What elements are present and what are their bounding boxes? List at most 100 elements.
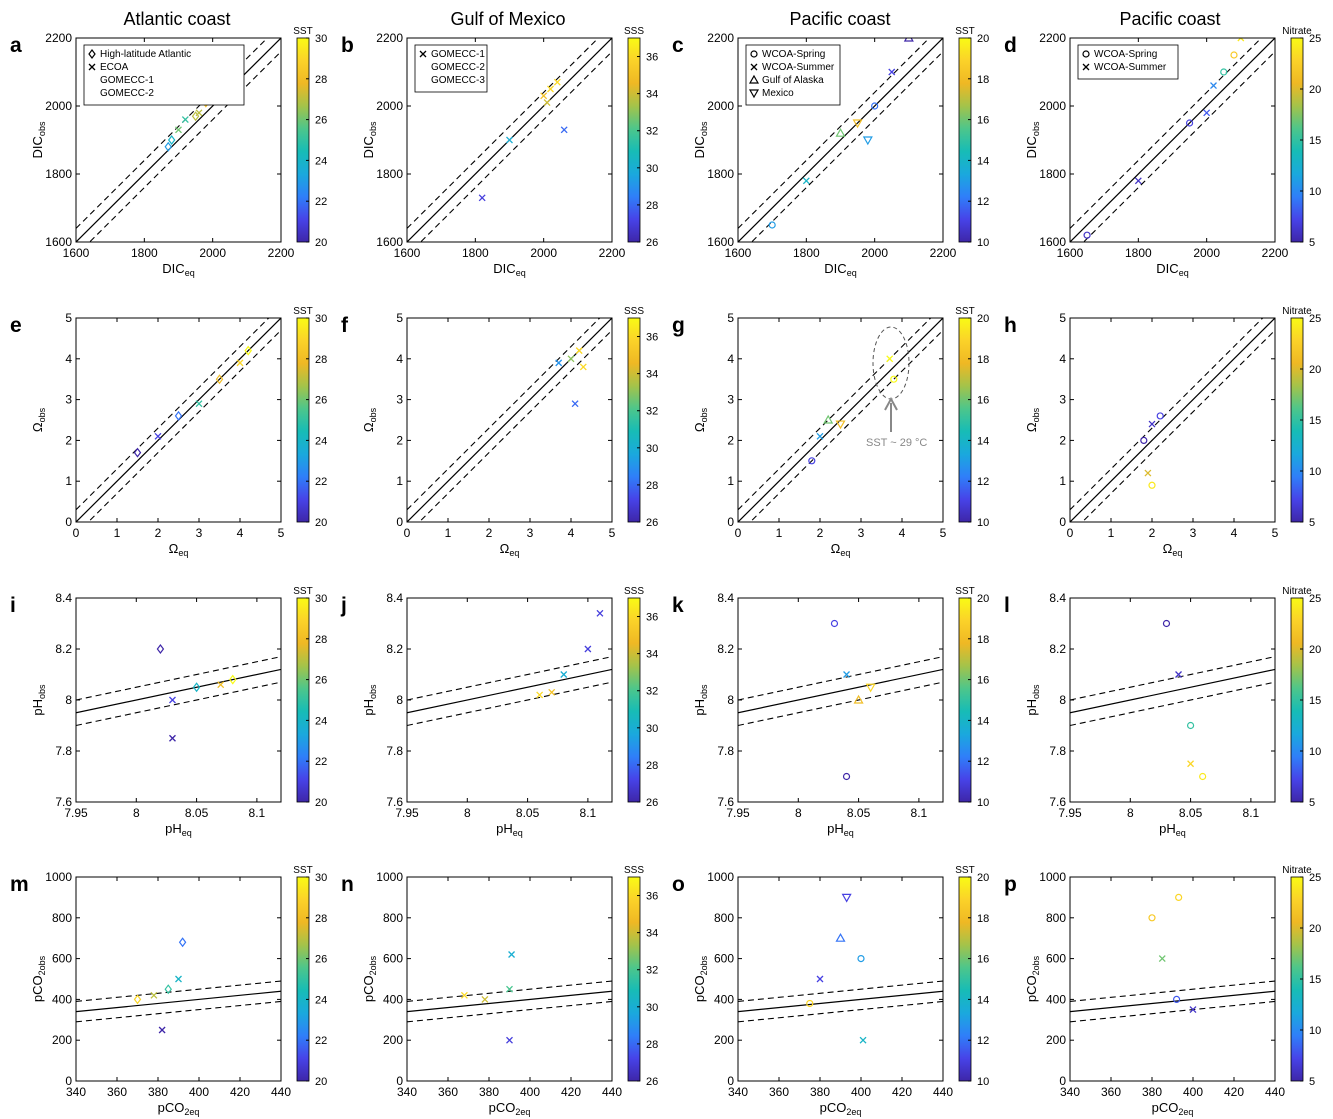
x-tick-label: 8.1 (911, 806, 928, 820)
panel-letter: b (341, 34, 354, 57)
colorbar (958, 876, 972, 1082)
legend-marker (88, 49, 96, 59)
y-tick-label: 0 (65, 515, 72, 529)
colorbar-label: Nitrate (1282, 586, 1312, 597)
y-tick-label: 8 (1059, 693, 1066, 707)
data-point (1186, 721, 1195, 730)
legend-box (414, 44, 488, 93)
data-point (871, 102, 879, 110)
y-tick-label: 3 (727, 393, 734, 407)
y-tick-label: 2200 (376, 31, 403, 45)
legend-marker (750, 50, 758, 58)
panel-letter: g (672, 314, 685, 337)
x-tick-label: 4 (1231, 526, 1238, 540)
y-tick-label: 5 (396, 311, 403, 325)
legend-entry: High-latitude Atlantic (100, 49, 191, 60)
data-point (508, 951, 516, 958)
upper-bound-line (1070, 38, 1263, 229)
x-tick-label: 380 (1142, 1085, 1162, 1099)
colorbar-tick-label: 25 (1309, 872, 1321, 884)
colorbar-tick-label: 32 (646, 686, 658, 698)
y-axis-label: pHobs (692, 684, 709, 716)
y-tick-label: 1 (396, 474, 403, 488)
data-point (244, 345, 252, 356)
colorbar (296, 317, 310, 523)
colorbar-tick-label: 36 (646, 52, 658, 64)
axes-frame (406, 597, 613, 803)
legend-entry: WCOA-Summer (1094, 62, 1167, 73)
colorbar-tick-label: 10 (977, 237, 989, 249)
legend-entry: Mexico (762, 88, 794, 99)
data-point (888, 68, 896, 76)
colorbar (958, 597, 972, 803)
y-tick-label: 1800 (1039, 167, 1066, 181)
y-tick-label: 2 (65, 433, 72, 447)
colorbar-tick-label: 18 (977, 634, 989, 646)
x-tick-label: 8.05 (516, 806, 540, 820)
y-tick-label: 8.2 (55, 642, 72, 656)
axes-frame (737, 876, 944, 1082)
x-axis-label: Ωeq (169, 541, 189, 558)
plot-area (738, 38, 943, 242)
column-title-atlantic: Atlantic coast (123, 9, 230, 29)
panel-letter: c (672, 34, 684, 57)
one-to-one-line (76, 38, 281, 242)
x-tick-label: 2 (486, 526, 493, 540)
y-tick-label: 1800 (45, 167, 72, 181)
colorbar-tick-label: 22 (315, 476, 327, 488)
data-point (1140, 436, 1148, 444)
data-point (1148, 914, 1156, 922)
colorbar (627, 37, 641, 243)
panel-letter: l (1004, 594, 1010, 617)
colorbar-label: SSS (624, 865, 644, 876)
y-tick-label: 8 (727, 693, 734, 707)
x-tick-label: 340 (397, 1085, 417, 1099)
panel-letter: i (10, 594, 16, 617)
panel-letter: m (10, 873, 29, 896)
panel-n: n 340 360 380 400 420 440 0 200 400 600 800 1000 pCO2… (341, 865, 658, 1117)
data-point (195, 400, 203, 408)
x-tick-label: 8 (464, 806, 471, 820)
colorbar-tick-label: 5 (1309, 237, 1315, 249)
one-to-one-line (76, 990, 281, 1013)
data-point (560, 671, 568, 678)
upper-bound-line (738, 38, 931, 229)
colorbar-label: Nitrate (1282, 865, 1312, 876)
data-point (579, 363, 587, 371)
data-point (890, 375, 898, 383)
data-point (571, 400, 579, 408)
colorbar-tick-label: 24 (315, 994, 327, 1006)
y-tick-label: 1000 (707, 870, 734, 884)
colorbar-tick-label: 36 (646, 891, 658, 903)
y-tick-label: 2000 (1039, 99, 1066, 113)
axes-frame (75, 597, 282, 803)
data-point (150, 991, 158, 999)
y-tick-label: 5 (1059, 311, 1066, 325)
y-tick-label: 1600 (45, 235, 72, 249)
x-axis-label: pHeq (827, 821, 854, 838)
data-point (536, 691, 544, 699)
colorbar-tick-label: 26 (646, 237, 658, 249)
y-tick-label: 8.4 (1049, 591, 1066, 605)
colorbar-tick-label: 12 (977, 476, 989, 488)
lower-bound-line (738, 1000, 943, 1023)
upper-bound-line (407, 318, 601, 511)
y-tick-label: 400 (1046, 992, 1066, 1006)
x-tick-label: 4 (899, 526, 906, 540)
y-tick-label: 7.6 (386, 795, 403, 809)
data-point (1203, 109, 1211, 117)
data-point (555, 359, 563, 367)
data-point (164, 984, 172, 995)
axes-frame (75, 317, 282, 523)
colorbar-tick-label: 15 (1309, 135, 1321, 147)
data-point (174, 410, 183, 421)
x-tick-label: 2000 (530, 246, 557, 260)
colorbar-tick-label: 34 (646, 928, 658, 940)
x-tick-label: 2 (1149, 526, 1156, 540)
plot-area (1070, 318, 1275, 522)
data-point (506, 1036, 513, 1044)
colorbar-tick-label: 12 (977, 196, 989, 208)
lower-bound-line (749, 329, 943, 522)
